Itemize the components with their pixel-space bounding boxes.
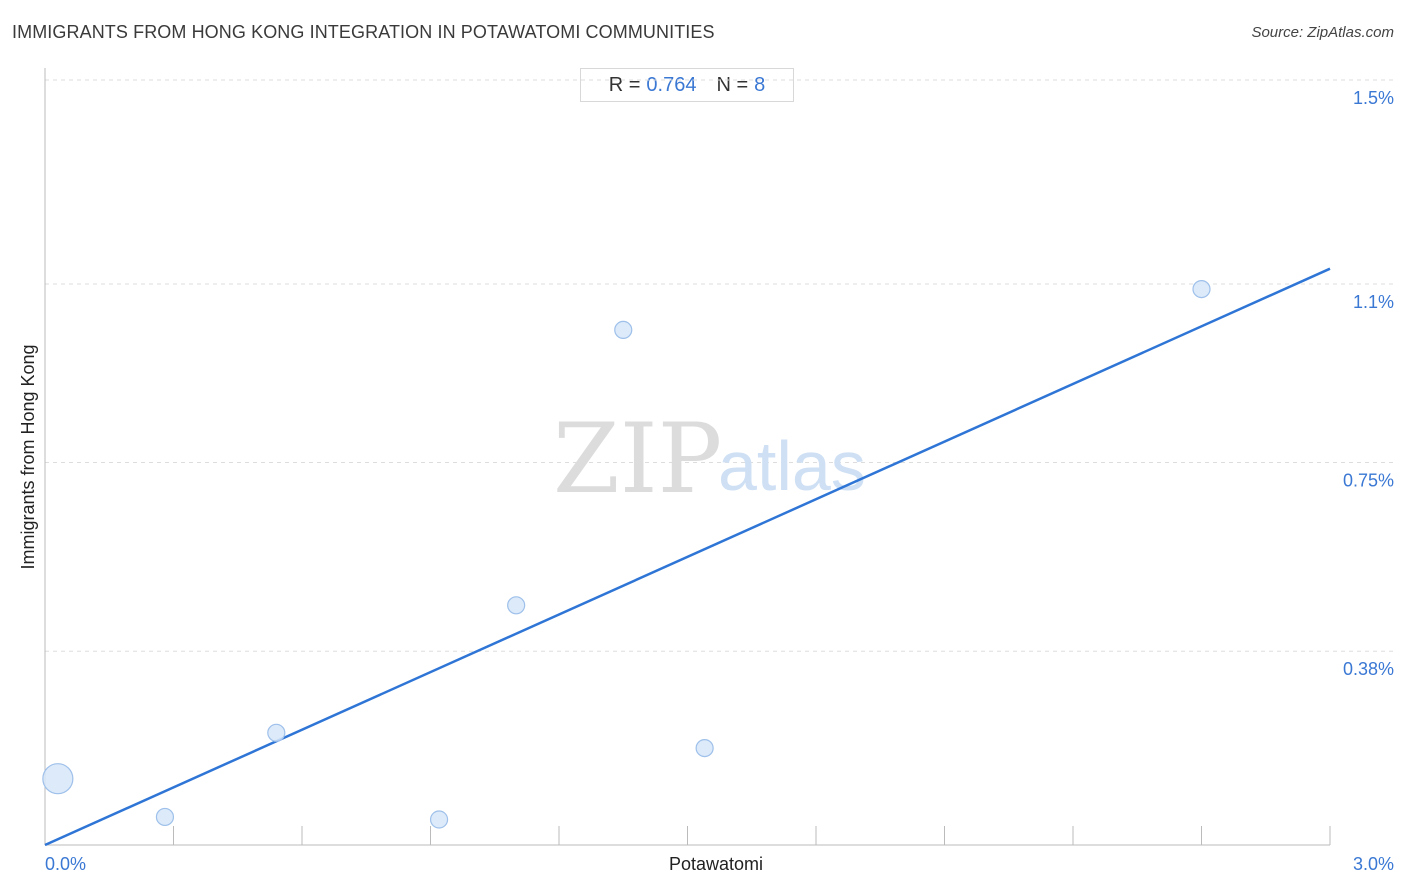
trend-layer [44, 267, 1331, 847]
stats-box: R = 0.764 N = 8 [580, 68, 794, 102]
data-point [267, 723, 286, 742]
n-label: N = [716, 73, 749, 96]
chart-title: IMMIGRANTS FROM HONG KONG INTEGRATION IN… [12, 22, 715, 42]
data-point [155, 807, 175, 827]
n-value: 8 [754, 73, 766, 96]
y-tick-label: 1.1% [1353, 292, 1394, 312]
y-axis-label: Immigrants from Hong Kong [18, 344, 38, 569]
tick-labels: 1.5% 1.1% 0.75% 0.38% 0.0% 3.0% [45, 88, 1394, 874]
trend-line [44, 267, 1331, 847]
data-point [695, 738, 714, 758]
y-tick-label: 0.38% [1343, 659, 1394, 679]
x-tick-label: 0.0% [45, 854, 86, 874]
watermark: ZIP atlas [553, 403, 866, 515]
y-tick-label: 1.5% [1353, 88, 1394, 108]
data-point [42, 763, 74, 795]
data-point [507, 596, 526, 615]
points-layer [42, 280, 1211, 829]
y-tick-label: 0.75% [1343, 471, 1394, 491]
data-point [429, 810, 449, 829]
r-value: 0.764 [646, 73, 697, 96]
source-label: Source: ZipAtlas.com [1251, 24, 1394, 41]
watermark-zip: ZIP [553, 403, 722, 515]
data-point [1192, 280, 1211, 299]
data-point [614, 320, 633, 339]
axes-layer [44, 68, 1331, 846]
x-axis-label: Potawatomi [669, 854, 763, 874]
watermark-atlas: atlas [718, 427, 866, 505]
grid-layer [45, 79, 1394, 652]
x-tick-label: 3.0% [1353, 854, 1394, 874]
r-label: R = [608, 73, 641, 96]
